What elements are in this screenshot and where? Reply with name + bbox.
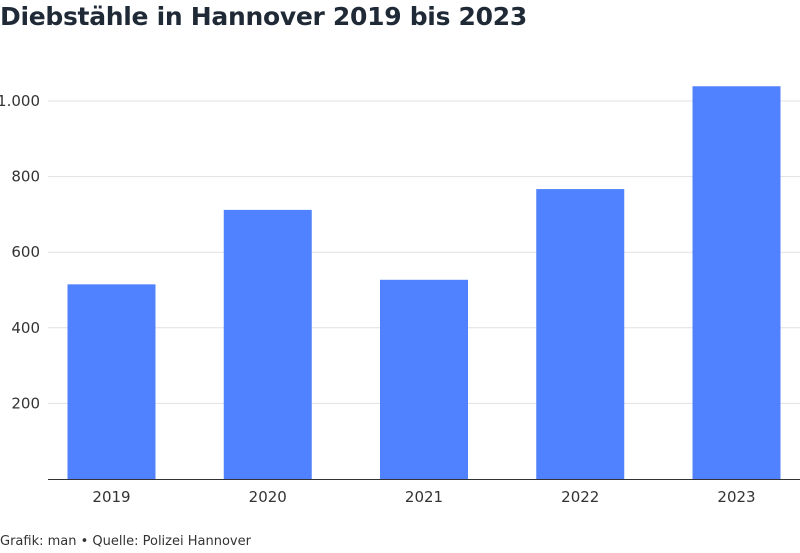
x-tick-label-2020: 2020: [249, 488, 287, 506]
source-footer: Grafik: man • Quelle: Polizei Hannover: [0, 534, 251, 549]
x-axis-ticks: 2019 2020 2021 2022 2023: [92, 488, 755, 506]
bar-2019: [67, 284, 156, 479]
x-tick-label-2023: 2023: [717, 488, 755, 506]
bar-2021: [380, 279, 468, 479]
y-tick-label: 400: [11, 319, 40, 337]
y-tick-label: 1.000: [0, 92, 40, 110]
bars: [67, 86, 781, 480]
x-tick-label-2021: 2021: [405, 488, 443, 506]
y-tick-label: 200: [11, 394, 40, 412]
chart-title: Diebstähle in Hannover 2019 bis 2023: [0, 2, 527, 31]
y-tick-label: 800: [11, 168, 40, 186]
x-tick-label-2019: 2019: [92, 488, 130, 506]
y-axis-ticks: 200 400 600 800 1.000: [0, 92, 40, 412]
bar-2022: [536, 189, 625, 479]
x-tick-label-2022: 2022: [561, 488, 599, 506]
bar-2020: [223, 209, 312, 479]
y-tick-label: 600: [11, 243, 40, 261]
bar-2023: [692, 86, 781, 480]
